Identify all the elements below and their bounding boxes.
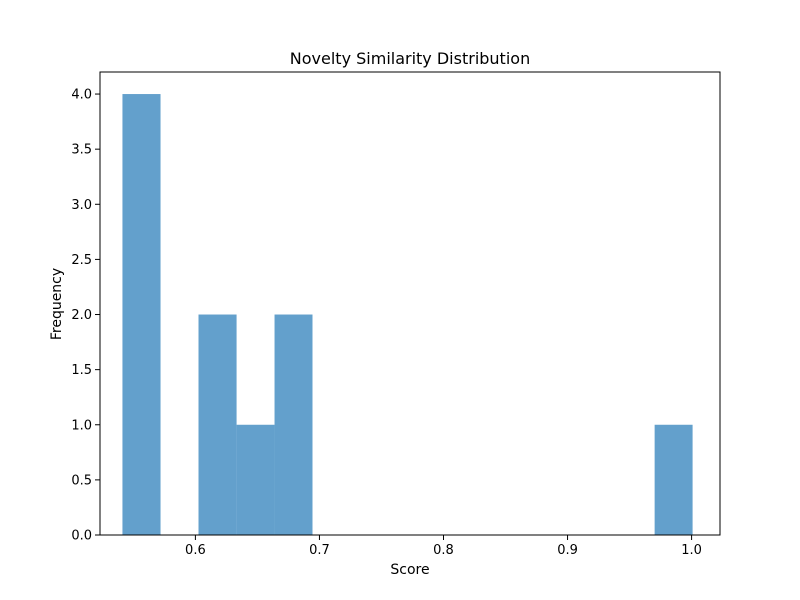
histogram-bar [654, 424, 693, 535]
x-tick-label: 0.7 [309, 543, 330, 558]
bars-group [122, 94, 693, 536]
x-tick-label: 0.6 [185, 543, 206, 558]
y-tick-label: 2.5 [71, 253, 92, 268]
y-tick-label: 2.0 [71, 308, 92, 323]
histogram-bar [198, 314, 237, 535]
histogram-bar [274, 314, 313, 535]
y-tick-label: 1.0 [71, 418, 92, 433]
y-tick-label: 3.0 [71, 198, 92, 213]
y-tick-label: 1.5 [71, 363, 92, 378]
y-tick-label: 3.5 [71, 143, 92, 158]
histogram-bar [122, 94, 161, 536]
histogram-bar [236, 424, 275, 535]
x-tick-label: 0.9 [557, 543, 578, 558]
y-tick-label: 4.0 [71, 88, 92, 103]
y-axis-label: Frequency [49, 268, 65, 340]
x-tick-label: 0.8 [433, 543, 454, 558]
y-tick-label: 0.0 [71, 529, 92, 544]
plot-frame [99, 71, 721, 536]
y-tick-label: 0.5 [71, 473, 92, 488]
x-axis-ticks: 0.6 0.7 0.8 0.9 1.0 [185, 535, 702, 558]
x-tick-label: 1.0 [681, 543, 702, 558]
y-axis-ticks: 0.0 0.5 1.0 1.5 2.0 2.5 3.0 3.5 4.0 [71, 88, 100, 544]
x-axis-label: Score [390, 562, 429, 578]
chart-title: Novelty Similarity Distribution [290, 49, 530, 68]
